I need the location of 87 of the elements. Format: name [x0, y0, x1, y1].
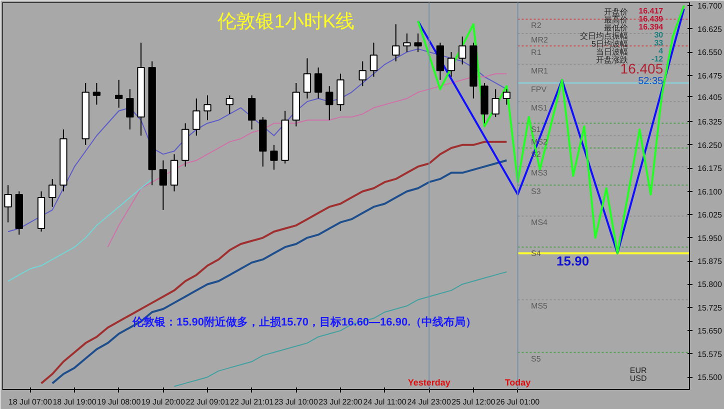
y-tick-label: 16.625: [698, 24, 723, 34]
candlestick: [358, 60, 366, 87]
x-tick-label: 19 Jul 08:00: [97, 398, 142, 406]
y-tick-label: 15.875: [698, 257, 723, 266]
y-tick-label: 16.405: [698, 92, 723, 102]
text: 伦敦银1小时K线: [217, 11, 355, 32]
annotation: 5日均波幅: [591, 40, 628, 49]
y-tick-label: 15.650: [698, 326, 723, 336]
candlestick: [392, 24, 400, 62]
x-tick-label: 25 Jul 12:00: [452, 398, 496, 406]
candlestick: [403, 32, 411, 53]
y-tick-label: 16.700: [698, 2, 723, 11]
candlestick: [204, 94, 212, 121]
candlestick: [303, 58, 312, 99]
x-tick-label: 26 Jul 01:00: [496, 398, 540, 406]
ref-line-label: MS1: [531, 104, 548, 113]
annotation: 52:35: [638, 76, 664, 88]
candlestick: [447, 52, 456, 78]
candlestick: [492, 88, 500, 118]
candlestick: [226, 94, 234, 114]
x-tick-label: 18 Jul 07:00: [8, 398, 53, 406]
annotation: 4: [658, 46, 664, 56]
y-tick-label: 15.950: [698, 234, 723, 243]
y-tick-label: 15.800: [698, 280, 723, 290]
y-tick-label: 16.250: [698, 140, 723, 150]
y-tick-label: 15.725: [698, 303, 723, 312]
annotation: EUR: [630, 366, 647, 375]
candlestick: [270, 144, 278, 170]
ref-line-label: FPV: [531, 84, 548, 94]
candlestick: [314, 67, 322, 99]
candlestick: [192, 98, 200, 136]
y-tick-label: 16.025: [698, 210, 723, 220]
x-tick-label: 22 Jul 21:01: [230, 398, 274, 406]
annotation: -12: [652, 54, 664, 64]
ref-line-label: Today: [504, 378, 531, 388]
ref-line-label: MR1: [531, 66, 548, 76]
y-tick-label: 16.325: [698, 118, 723, 127]
annotation: 16.439: [638, 14, 664, 24]
annotation: USD: [630, 374, 647, 383]
ref-line-label: S3: [531, 187, 542, 196]
line-series: [8, 178, 153, 282]
y-tick-label: 16.175: [698, 164, 723, 174]
candlestick: [126, 88, 134, 130]
y-tick-label: 15.575: [698, 350, 723, 359]
y-tick-label: 16.550: [698, 48, 723, 58]
candlestick: [4, 184, 12, 223]
ref-line-label: S5: [531, 354, 542, 364]
candlestick: [502, 88, 510, 106]
y-tick-label: 15.500: [698, 373, 723, 382]
candlestick: [370, 42, 378, 78]
candlestick: [159, 160, 167, 210]
annotation: 30: [654, 30, 664, 40]
x-tick-label: 22 Jul 09:01: [186, 398, 230, 406]
line-series: [107, 73, 508, 248]
annotation: 最高价: [604, 15, 628, 24]
annotation: 33: [654, 38, 664, 48]
x-tick-label: 24 Jul 11:00: [363, 398, 407, 406]
candlestick: [248, 94, 256, 130]
ref-line-label: MS3: [531, 168, 548, 178]
annotation: 16.417: [638, 6, 664, 16]
ref-line-label: MS5: [531, 302, 548, 311]
annotation: 当日波幅: [596, 48, 628, 57]
annotation: 开盘价: [604, 7, 628, 16]
x-tick-label: 24 Jul 23:00: [407, 398, 452, 406]
candlestick: [92, 82, 101, 106]
x-tick-label: 23 Jul 10:00: [274, 398, 318, 406]
ref-line-label: R2: [531, 21, 542, 30]
x-tick-label: 19 Jul 20:00: [141, 398, 186, 406]
candlestick: [48, 178, 56, 208]
ref-line-label: MS4: [531, 218, 548, 228]
annotation: 最低价: [604, 24, 628, 33]
x-tick-label: 18 Jul 19:00: [52, 398, 97, 406]
ref-line-label: R1: [531, 48, 542, 57]
line-series: [8, 48, 508, 232]
annotation: 16.394: [638, 22, 664, 32]
candlestick: [326, 86, 334, 121]
ref-line-label: S4: [531, 249, 542, 258]
x-tick-label: 23 Jul 22:00: [318, 398, 363, 406]
y-tick-label: 16.100: [698, 187, 723, 196]
candlestick: [414, 32, 422, 53]
ref-line-label: Yesterday: [408, 378, 450, 388]
y-tick-label: 16.475: [698, 71, 723, 80]
ref-line-label: MR2: [531, 35, 548, 44]
candlestick: [458, 36, 466, 65]
ref-line-label: 15.90: [556, 253, 590, 268]
annotation: 交日均点振幅: [580, 32, 628, 41]
candlestick: [115, 79, 123, 108]
